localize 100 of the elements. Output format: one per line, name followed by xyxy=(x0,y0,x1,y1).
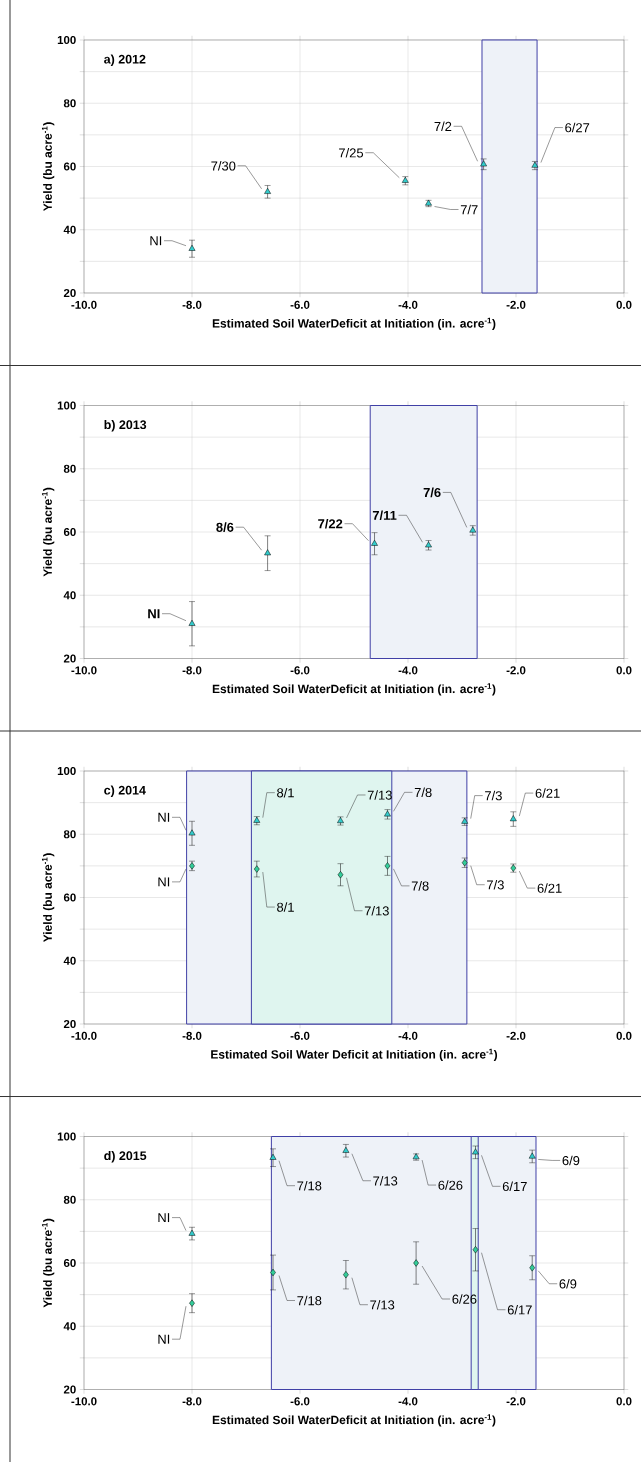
annotation: 7/18 xyxy=(297,1295,322,1306)
x-tick-label: -8.0 xyxy=(182,300,202,309)
annotation: 7/8 xyxy=(414,787,432,798)
y-tick-label: 100 xyxy=(57,35,76,45)
x-axis-title: Estimated Soil WaterDeficit at Initiation (in. acre$^{-1}$) xyxy=(212,1414,496,1427)
annotation: NI xyxy=(148,609,160,619)
x-tick-label: -6.0 xyxy=(290,1397,310,1406)
x-tick-label: -4.0 xyxy=(398,666,418,675)
annotation: 7/13 xyxy=(367,790,392,800)
annotation: 7/6 xyxy=(423,487,441,498)
y-tick-label: 80 xyxy=(63,464,76,473)
point xyxy=(269,1153,277,1160)
y-tick-label: 60 xyxy=(63,1258,76,1268)
y-axis-title: Yield (bu acre$^{-1}$) xyxy=(41,1218,55,1308)
annotation: 7/13 xyxy=(370,1299,395,1310)
point xyxy=(188,244,196,251)
annotation: NI xyxy=(158,1213,170,1223)
y-tick-label: 100 xyxy=(57,401,76,410)
y-tick-label: 60 xyxy=(63,527,76,537)
annotation: 7/18 xyxy=(297,1180,322,1191)
annotation: 8/6 xyxy=(216,522,234,533)
annotation: 6/21 xyxy=(537,883,562,893)
text: b) 2013 xyxy=(104,419,147,432)
annotation: 7/11 xyxy=(372,510,397,521)
point xyxy=(337,871,344,879)
x-tick-label: -8.0 xyxy=(182,1397,202,1406)
annotation: 7/3 xyxy=(487,879,504,890)
point xyxy=(413,1259,419,1267)
y-tick-label: 40 xyxy=(63,956,76,965)
x-tick-label: -2.0 xyxy=(506,300,526,309)
annotation: 7/22 xyxy=(318,518,343,529)
y-axis-title: Yield (bu acre$^{-1}$) xyxy=(41,853,55,943)
annotation: 7/2 xyxy=(434,121,452,132)
x-tick-label: -4.0 xyxy=(398,1397,418,1406)
text: c) 2014 xyxy=(104,785,146,798)
x-tick-label: -6.0 xyxy=(290,300,310,309)
annotation: 6/26 xyxy=(452,1294,477,1304)
annotation: NI xyxy=(158,877,170,887)
point xyxy=(188,829,196,836)
x-axis-title: Estimated Soil WaterDeficit at Initiation (in. acre$^{-1}$) xyxy=(212,317,496,331)
annotation: 7/25 xyxy=(339,147,364,158)
point xyxy=(472,1246,479,1254)
y-tick-label: 20 xyxy=(63,1385,76,1394)
point xyxy=(529,1264,535,1272)
annotation: 7/13 xyxy=(364,905,389,916)
annotation: NI xyxy=(158,1334,170,1344)
point xyxy=(509,815,517,822)
annotation: 7/30 xyxy=(211,161,236,171)
annotation: 7/8 xyxy=(411,881,429,891)
x-tick-label: -6.0 xyxy=(290,1031,310,1040)
annotation: 6/17 xyxy=(507,1304,532,1315)
annotation: 6/27 xyxy=(565,122,590,133)
point xyxy=(264,549,271,556)
x-tick-label: -4.0 xyxy=(398,1031,418,1040)
y-tick-label: 40 xyxy=(63,591,76,600)
x-tick-label: -10.0 xyxy=(71,300,97,309)
y-axis-title: Yield (bu acre$^{-1}$) xyxy=(41,122,55,212)
y-tick-label: 100 xyxy=(57,1132,76,1141)
y-tick-label: 60 xyxy=(63,893,76,902)
x-tick-label: 0.0 xyxy=(616,1397,632,1406)
x-tick-label: 0.0 xyxy=(616,1031,632,1040)
annotation: 6/9 xyxy=(562,1155,580,1166)
point xyxy=(189,1299,195,1307)
y-tick-label: 80 xyxy=(63,1195,76,1204)
y-tick-label: 20 xyxy=(63,654,76,663)
point xyxy=(343,1271,349,1279)
y-tick-label: 20 xyxy=(63,288,76,298)
y-tick-label: 40 xyxy=(63,225,76,234)
x-axis-title: Estimated Soil WaterDeficit at Initiation (in. acre$^{-1}$) xyxy=(212,683,496,696)
x-tick-label: -10.0 xyxy=(71,1397,97,1406)
x-tick-label: -10.0 xyxy=(71,1031,97,1040)
x-tick-label: 0.0 xyxy=(616,300,632,309)
text: a) 2012 xyxy=(104,54,146,67)
annotation: NI xyxy=(150,236,162,246)
y-tick-label: 80 xyxy=(63,830,76,839)
y-axis-title: Yield (bu acre$^{-1}$) xyxy=(41,487,55,577)
y-tick-label: 40 xyxy=(63,1322,76,1331)
x-tick-label: -2.0 xyxy=(506,1397,526,1406)
x-tick-label: 0.0 xyxy=(616,666,632,675)
text: d) 2015 xyxy=(104,1150,147,1163)
point xyxy=(384,862,391,870)
point xyxy=(188,619,196,626)
x-tick-label: -4.0 xyxy=(398,300,418,309)
x-axis-title: Estimated Soil Water Deficit at Initiation (in. acre$^{-1}$) xyxy=(211,1048,498,1062)
annotation: 6/26 xyxy=(438,1180,463,1190)
point xyxy=(371,539,378,546)
annotation: 7/13 xyxy=(373,1175,398,1186)
y-tick-label: 20 xyxy=(63,1019,76,1029)
annotation: 7/3 xyxy=(485,790,502,801)
annotation: 8/1 xyxy=(277,902,294,912)
x-tick-label: -10.0 xyxy=(71,666,97,675)
annotation: 7/7 xyxy=(460,204,478,215)
annotation: 6/9 xyxy=(559,1279,577,1289)
point xyxy=(401,176,409,183)
point xyxy=(254,865,260,873)
x-tick-label: -8.0 xyxy=(182,1031,202,1040)
y-tick-label: 100 xyxy=(57,766,76,776)
y-tick-label: 80 xyxy=(63,99,76,108)
x-tick-label: -8.0 xyxy=(182,666,202,675)
x-tick-label: -2.0 xyxy=(506,666,526,675)
